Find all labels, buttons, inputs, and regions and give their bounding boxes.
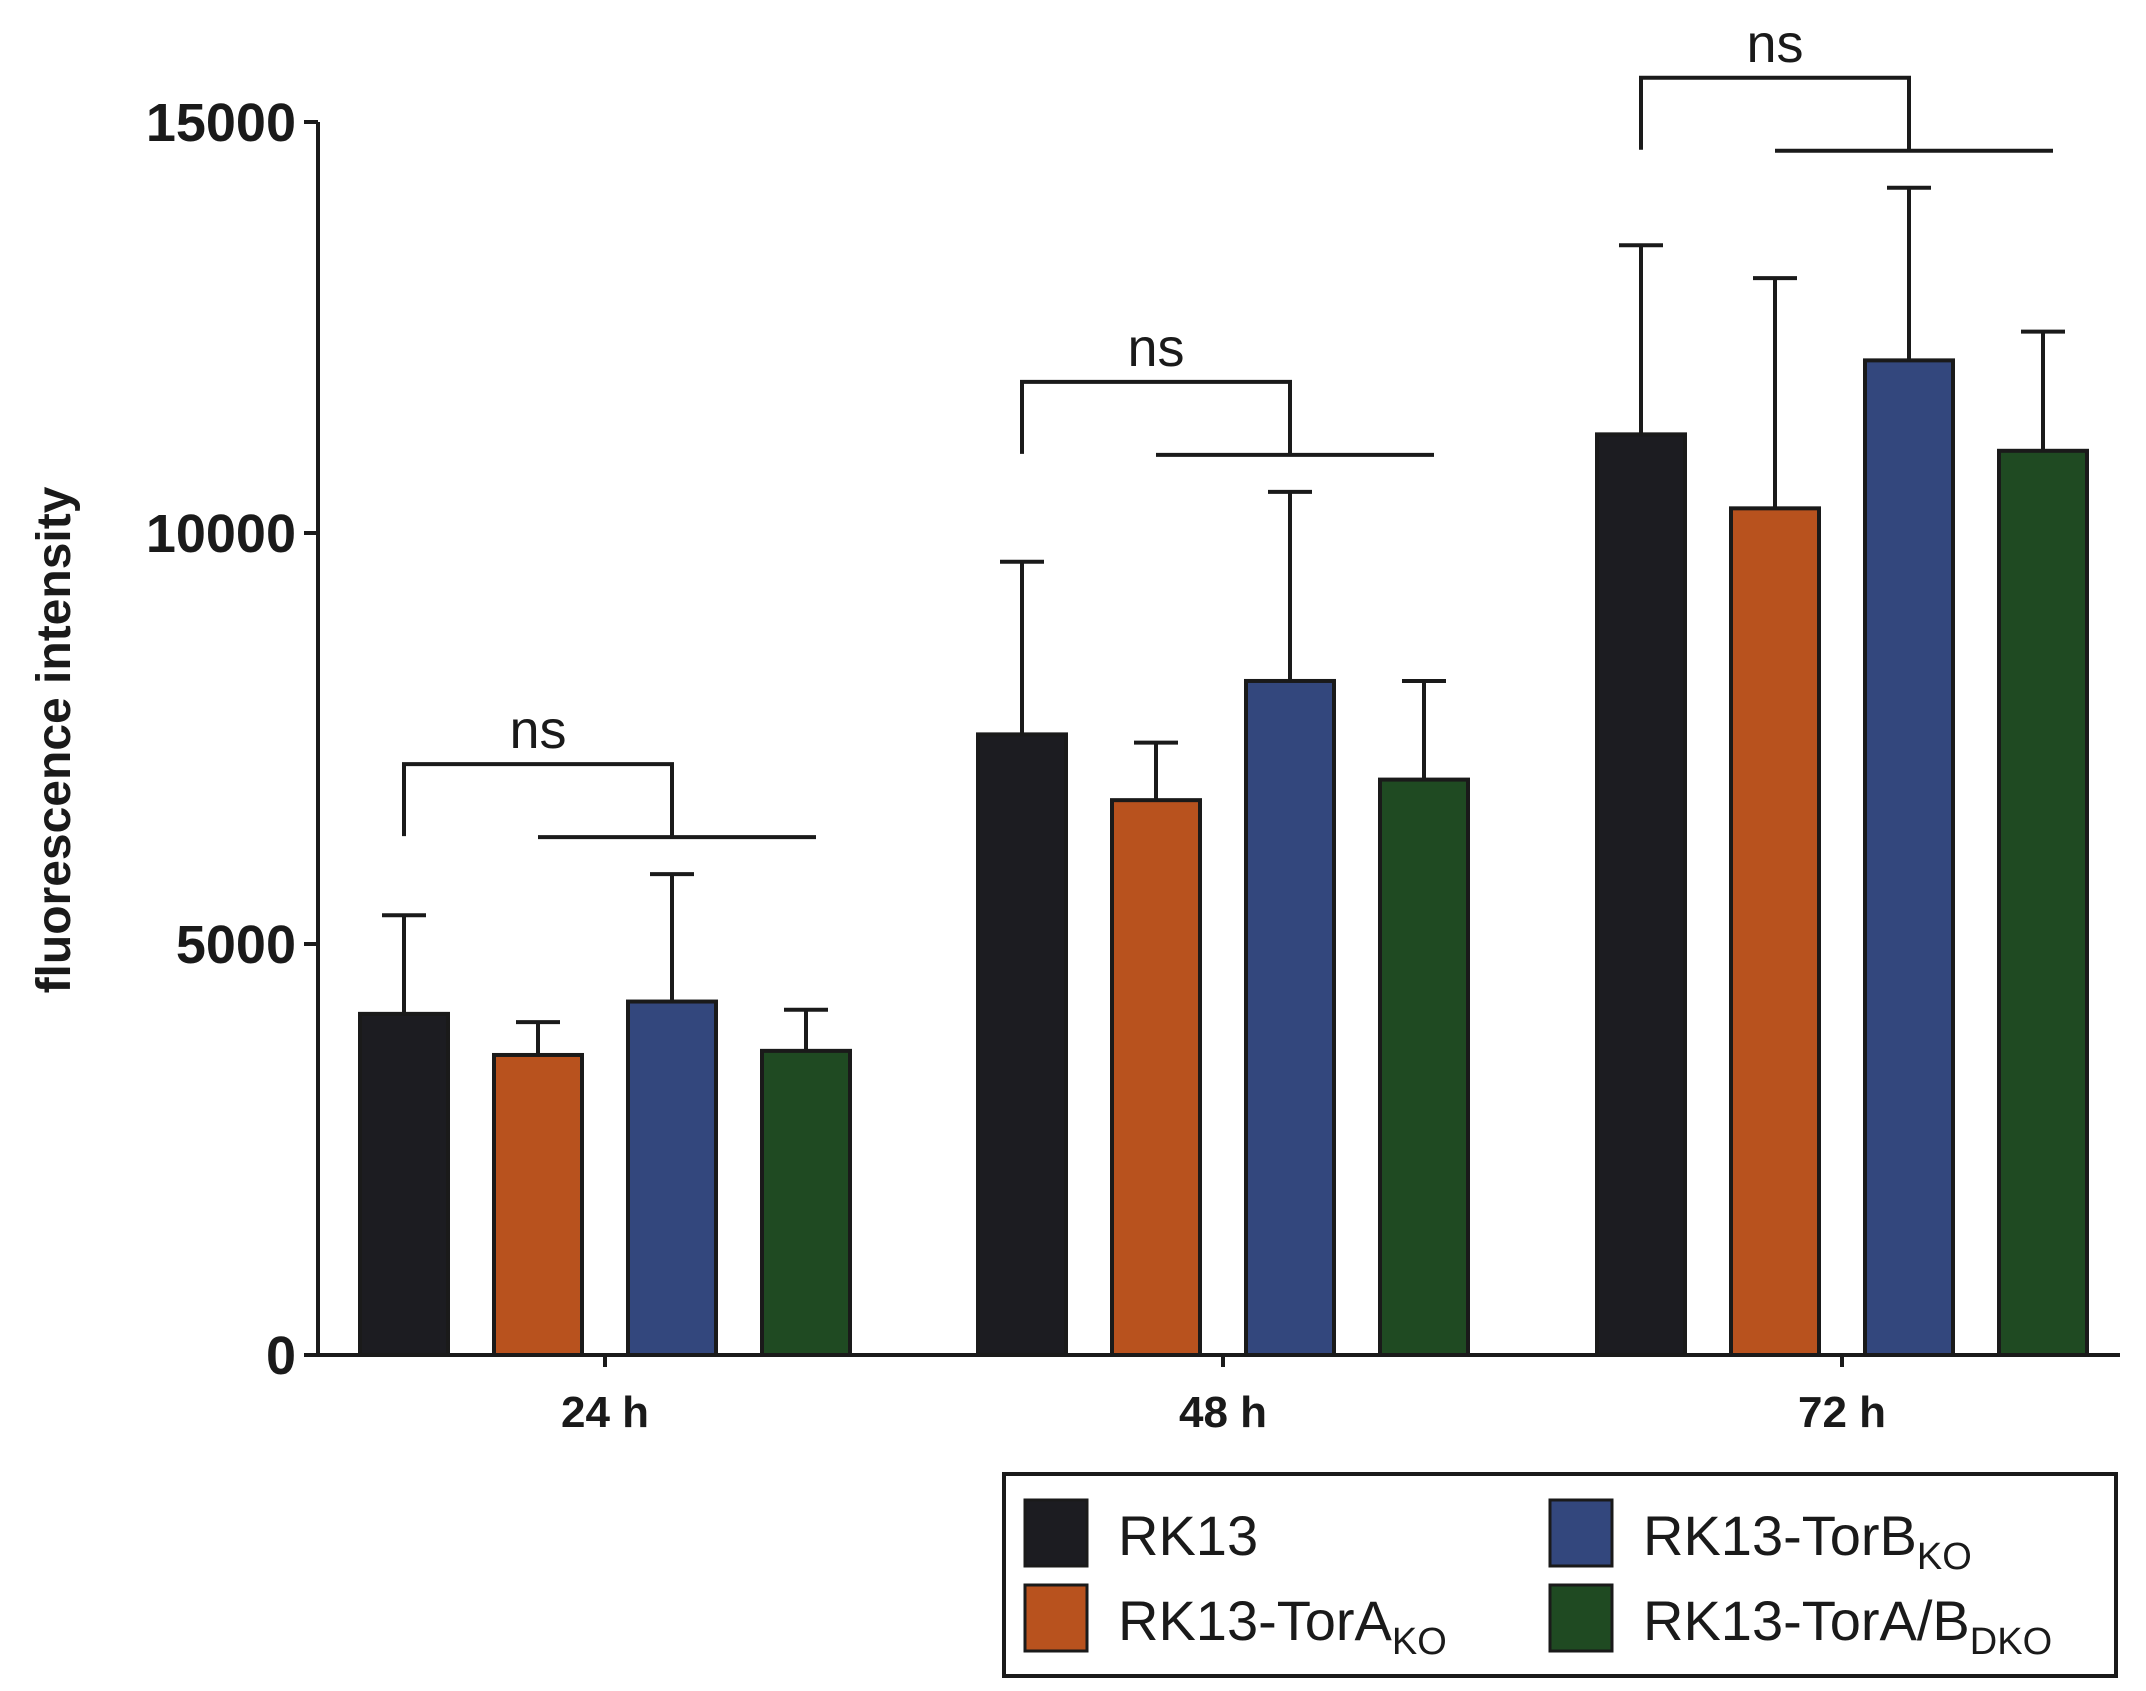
bracket-line	[1020, 379, 1292, 455]
bar-2-2	[1863, 358, 1955, 1357]
bar-0-2	[626, 999, 718, 1357]
bracket-line	[402, 762, 674, 838]
legend-label-subscript: KO	[1917, 1536, 1972, 1578]
y-tick-label: 15000	[146, 93, 296, 153]
bar-2-0	[1595, 432, 1687, 1357]
bar-2-1	[1729, 506, 1821, 1357]
legend-label-main: RK13	[1118, 1504, 1258, 1567]
bar-0-3	[760, 1048, 852, 1357]
bracket-line	[1639, 75, 1911, 151]
legend-label-main: RK13-TorA/B	[1643, 1589, 1970, 1652]
legend-label-subscript: DKO	[1970, 1621, 2052, 1663]
ns-label: ns	[1746, 14, 1803, 74]
ns-bracket-1: ns	[1020, 318, 1434, 457]
x-tick-label: 48 h	[1179, 1388, 1267, 1437]
bar-0-0	[358, 1011, 450, 1357]
legend-label-subscript: KO	[1392, 1621, 1447, 1663]
legend-swatch	[1548, 1583, 1614, 1653]
bar-1-0	[976, 732, 1068, 1357]
bar-1-3	[1378, 777, 1470, 1357]
legend-item-0: RK13	[1023, 1498, 1258, 1568]
legend-item-2: RK13-TorBKO	[1548, 1498, 1972, 1578]
y-tick-label: 0	[266, 1326, 296, 1386]
legend-label: RK13-TorAKO	[1118, 1589, 1447, 1663]
x-tick-label: 72 h	[1798, 1388, 1886, 1437]
legend-label: RK13-TorA/BDKO	[1643, 1589, 2052, 1663]
x-tick-label: 24 h	[561, 1388, 649, 1437]
y-tick-label: 5000	[176, 915, 296, 975]
legend-swatch	[1023, 1498, 1089, 1568]
bar-1-2	[1244, 678, 1336, 1357]
legend-label-main: RK13-TorB	[1643, 1504, 1917, 1567]
significance-annotations: ns ns ns	[402, 14, 2053, 840]
y-tick-label: 10000	[146, 504, 296, 564]
legend-swatch	[1548, 1498, 1614, 1568]
legend-item-1: RK13-TorAKO	[1023, 1583, 1447, 1663]
ns-label: ns	[1127, 318, 1184, 378]
bars-layer	[358, 185, 2089, 1357]
axes-layer: 0 5000 10000 15000 24 h 48 h 72 h	[146, 93, 2120, 1437]
legend-item-3: RK13-TorA/BDKO	[1548, 1583, 2052, 1663]
ns-bracket-0: ns	[402, 700, 816, 840]
ns-bracket-2: ns	[1639, 14, 2053, 153]
legend-swatch	[1023, 1583, 1089, 1653]
ns-label: ns	[509, 700, 566, 760]
bar-1-1	[1110, 798, 1202, 1357]
bar-0-1	[492, 1052, 584, 1357]
legend-label-main: RK13-TorA	[1118, 1589, 1393, 1652]
bar-2-3	[1997, 448, 2089, 1357]
legend-label: RK13-TorBKO	[1643, 1504, 1972, 1578]
legend-label: RK13	[1118, 1504, 1258, 1567]
y-axis-label: fluorescence intensity	[28, 486, 81, 993]
